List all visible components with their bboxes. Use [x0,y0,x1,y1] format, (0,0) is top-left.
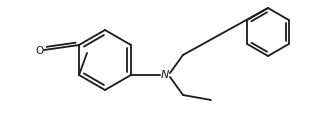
Text: O: O [35,46,43,55]
Text: N: N [161,70,169,80]
